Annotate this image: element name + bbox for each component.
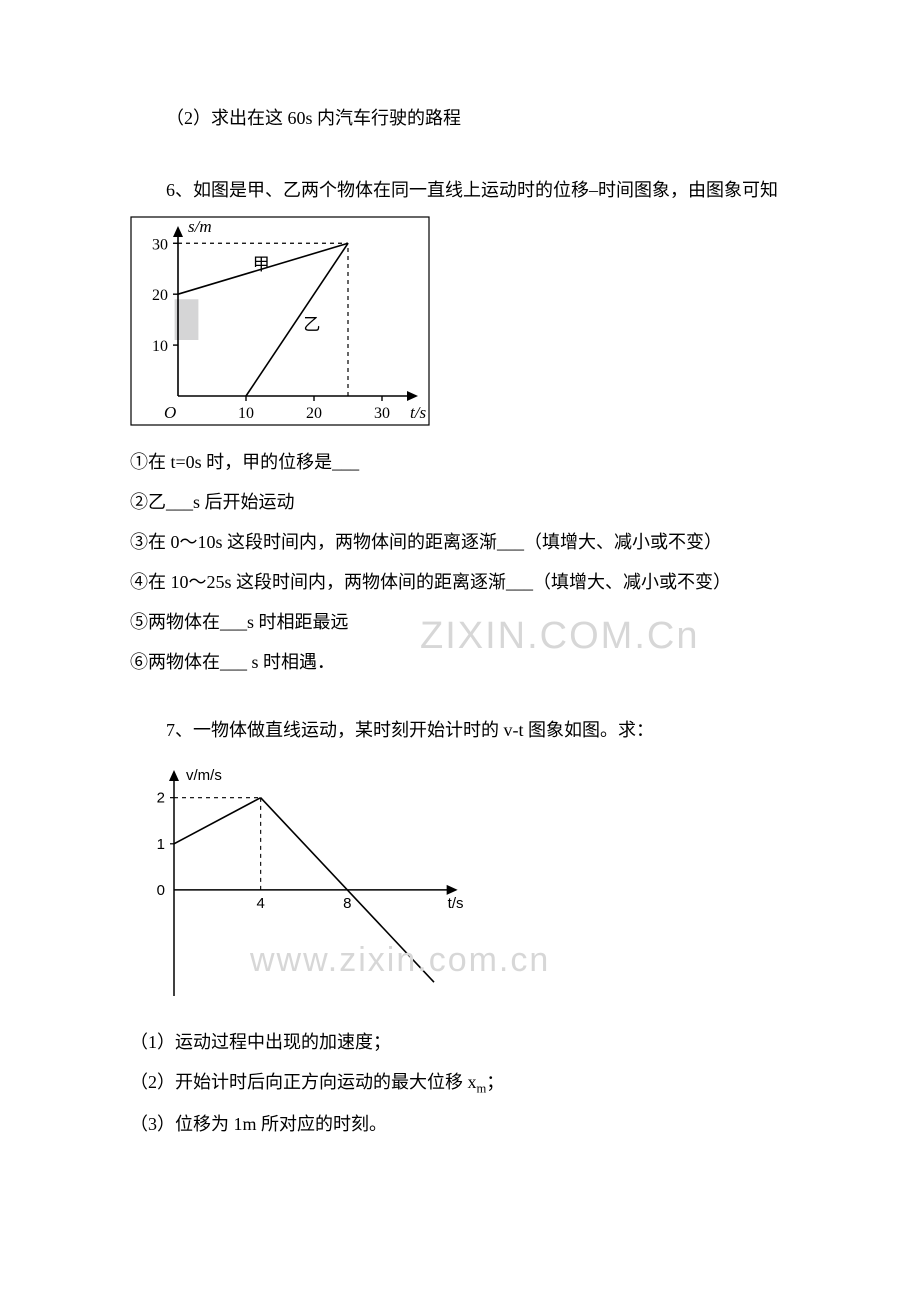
q6-item-4: ④在 10～25s 这段时间内，两物体间的距离逐渐___（填增大、减小或不变） [130,564,790,600]
q6-item-2: ②乙___s 后开始运动 [130,484,790,520]
q6-i4-post: （填增大、减小或不变） [533,572,731,592]
q-part-2: （2）求出在这 60s 内汽车行驶的路程 [130,100,790,136]
svg-text:20: 20 [152,287,168,304]
q6-intro: 6、如图是甲、乙两个物体在同一直线上运动时的位移–时间图象，由图象可知 [130,172,790,208]
blank[interactable]: ___ [220,652,247,672]
q6-svg: 10 20 30 10 20 30 Os/m t/s 甲乙 [130,216,430,426]
q6-i1-text: ①在 t=0s 时，甲的位移是 [130,452,332,472]
svg-text:20: 20 [306,405,322,422]
q7-intro: 7、一物体做直线运动，某时刻开始计时的 v-t 图象如图。求： [130,712,790,748]
svg-text:1: 1 [157,836,165,853]
q6-item-1: ①在 t=0s 时，甲的位移是___ [130,444,790,480]
q6-i5-pre: ⑤两物体在 [130,612,220,632]
svg-text:4: 4 [256,895,264,912]
q6-i2-post: s 后开始运动 [193,492,295,512]
q7-i2-pre: （2）开始计时后向正方向运动的最大位移 x [130,1072,477,1092]
blank[interactable]: ___ [166,492,193,512]
q6-figure: 10 20 30 10 20 30 Os/m t/s 甲乙 [130,216,790,438]
svg-text:2: 2 [157,790,165,807]
q6-i2-pre: ②乙 [130,492,166,512]
svg-text:30: 30 [374,405,390,422]
blank[interactable]: ___ [332,452,359,472]
q6-i5-post: s 时相距最远 [247,612,349,632]
q7-item-3: （3）位移为 1m 所对应的时刻。 [130,1106,790,1142]
q7-i2-post: ； [486,1072,504,1092]
q7-item-1: （1）运动过程中出现的加速度； [130,1024,790,1060]
q7-item-2: （2）开始计时后向正方向运动的最大位移 xm； [130,1064,790,1102]
blank[interactable]: ___ [220,612,247,632]
q6-item-5: ⑤两物体在___s 时相距最远 [130,604,790,640]
q7-i2-sub: m [477,1082,487,1096]
q6-item-3: ③在 0～10s 这段时间内，两物体间的距离逐渐___（填增大、减小或不变） [130,524,790,560]
spacer [130,684,790,712]
blank[interactable]: ___ [506,572,533,592]
svg-text:s/m: s/m [188,217,212,236]
svg-text:t/s: t/s [448,895,464,912]
svg-text:30: 30 [152,236,168,253]
svg-text:O: O [164,403,176,422]
q6-item-6: ⑥两物体在___ s 时相遇． [130,644,790,680]
svg-text:8: 8 [343,895,351,912]
svg-text:甲: 甲 [253,255,270,274]
spacer [130,144,790,172]
blank[interactable]: ___ [497,532,524,552]
svg-text:v/m/s: v/m/s [186,767,222,784]
q6-i4-pre: ④在 10～25s 这段时间内，两物体间的距离逐渐 [130,572,506,592]
q6-i3-post: （填增大、减小或不变） [524,532,722,552]
svg-text:10: 10 [238,405,254,422]
q6-i6-pre: ⑥两物体在 [130,652,220,672]
svg-text:乙: 乙 [303,315,320,334]
q7-svg: 0 1 2 4 8 v/m/s t/s [130,756,470,1006]
q7-figure: www.zixin.com.cn 01248v/m/st/s [130,756,790,1018]
q6-i3-pre: ③在 0～10s 这段时间内，两物体间的距离逐渐 [130,532,497,552]
q6-i6-post: s 时相遇． [247,652,335,672]
svg-text:t/s: t/s [410,403,426,422]
svg-text:10: 10 [152,338,168,355]
svg-text:0: 0 [157,882,165,899]
